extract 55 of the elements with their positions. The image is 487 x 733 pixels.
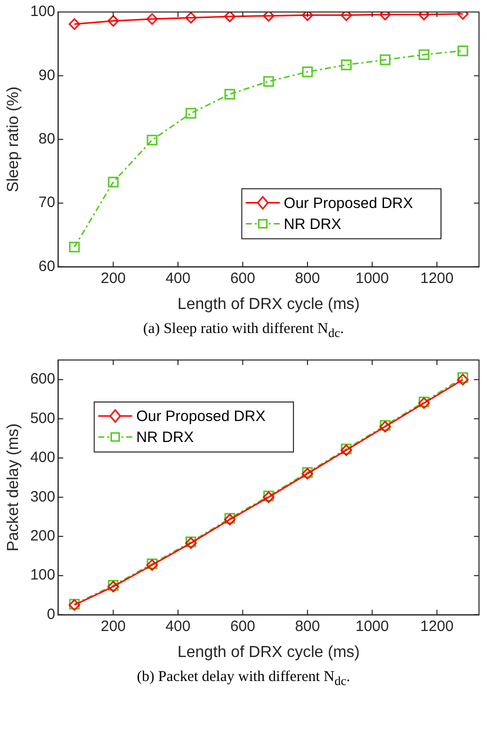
point <box>457 46 468 56</box>
x-tick-label: 800 <box>294 618 320 635</box>
y-tick-label: 100 <box>30 3 56 20</box>
x-tick-label: 800 <box>294 270 320 287</box>
y-tick-label: 90 <box>38 66 56 84</box>
x-tick-label: 1200 <box>420 270 454 287</box>
y-tick-label: 400 <box>30 449 56 466</box>
point <box>380 54 390 66</box>
point <box>69 242 80 252</box>
point <box>146 13 158 25</box>
y-tick-label: 300 <box>30 488 56 506</box>
x-tick-label: 1000 <box>356 618 389 635</box>
point <box>263 76 274 87</box>
y-tick-label: 0 <box>46 606 56 623</box>
y-tick-label: 500 <box>30 410 56 427</box>
point <box>340 60 352 70</box>
x-tick-label: 1200 <box>420 618 454 635</box>
point <box>302 12 314 21</box>
y-axis-title: Sleep ratio (%) <box>5 86 22 192</box>
point <box>302 66 313 78</box>
point <box>68 18 80 30</box>
point <box>146 134 158 146</box>
x-tick-label: 600 <box>230 618 256 635</box>
legend-label: Our Proposed DRX <box>284 194 414 212</box>
legend-label: NR DRX <box>136 429 194 446</box>
y-tick-label: 60 <box>38 258 56 275</box>
x-axis-title: Length of DRX cycle (ms) <box>177 296 360 313</box>
point <box>418 49 430 60</box>
x-tick-label: 200 <box>100 270 126 287</box>
x-tick-label: 400 <box>165 270 190 287</box>
point <box>457 372 468 383</box>
point <box>185 12 197 24</box>
point <box>224 12 236 22</box>
point <box>186 108 196 119</box>
x-axis-title: Length of DRX cycle (ms) <box>177 644 360 661</box>
x-tick-label: 400 <box>165 618 190 635</box>
legend-label: Our Proposed DRX <box>136 408 266 426</box>
point <box>340 12 352 21</box>
y-tick-label: 100 <box>30 566 56 584</box>
y-tick-label: 70 <box>38 194 56 212</box>
point <box>108 176 119 188</box>
point <box>224 88 236 100</box>
legend-label: NR DRX <box>284 216 342 233</box>
y-tick-label: 600 <box>30 370 56 388</box>
y-axis-title: Packet delay (ms) <box>5 423 22 552</box>
x-tick-label: 200 <box>100 618 126 635</box>
y-tick-label: 80 <box>38 130 56 148</box>
point <box>457 374 469 386</box>
x-tick-label: 1000 <box>356 270 389 287</box>
text: (a) Sleep ratio with different N$_{dc}$. <box>142 320 345 342</box>
x-tick-label: 600 <box>230 270 256 287</box>
y-tick-label: 200 <box>30 528 56 545</box>
text: (b) Packet delay with different N$_{dc}$. <box>136 668 352 690</box>
point <box>262 12 274 22</box>
point <box>108 15 119 27</box>
